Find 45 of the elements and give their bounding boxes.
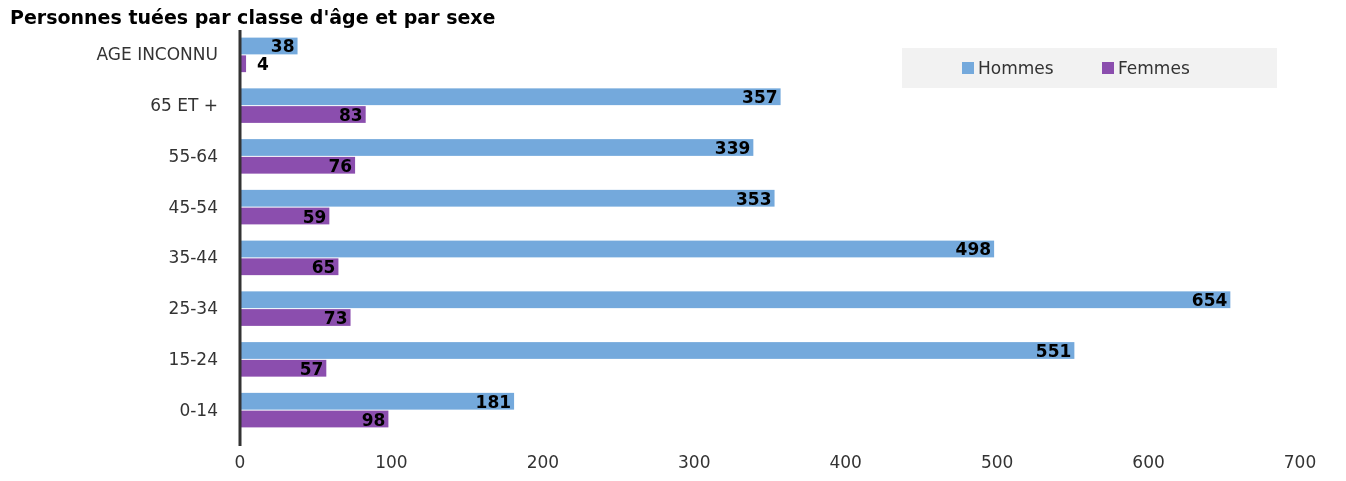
bar [240, 392, 515, 410]
data-label: 73 [323, 308, 348, 329]
legend-label: Hommes [978, 58, 1054, 78]
bar [240, 291, 1231, 309]
data-label: 339 [714, 137, 751, 158]
y-tick-label: 0-14 [179, 399, 218, 420]
data-label: 353 [736, 188, 772, 209]
y-tick-label: AGE INCONNU [96, 44, 218, 65]
y-tick-label: 15-24 [168, 348, 218, 369]
data-label: 551 [1035, 340, 1072, 361]
data-label: 357 [742, 87, 778, 108]
data-label: 65 [311, 257, 336, 278]
data-label: 57 [299, 358, 324, 379]
data-label: 59 [302, 206, 327, 227]
chart-title: Personnes tuées par classe d'âge et par sexe [10, 6, 496, 28]
bar [240, 106, 366, 123]
data-label: 4 [257, 54, 270, 75]
bar [240, 342, 1075, 359]
x-tick-label: 200 [526, 452, 560, 472]
y-tick-label: 65 ET + [150, 95, 218, 116]
data-label: 654 [1191, 290, 1228, 311]
bar [240, 309, 351, 326]
y-tick-label: 25-34 [168, 298, 218, 319]
bar [240, 156, 356, 174]
data-label: 498 [955, 239, 992, 260]
data-label: 76 [328, 155, 353, 176]
x-tick-label: 700 [1283, 452, 1317, 472]
data-label: 98 [361, 409, 386, 430]
x-tick-label: 600 [1132, 452, 1165, 472]
y-tick-label: 45-54 [168, 196, 218, 217]
x-tick-label: 0 [234, 452, 246, 472]
bar [240, 240, 995, 258]
x-tick-label: 500 [980, 452, 1014, 472]
data-label: 38 [270, 36, 295, 57]
bar [240, 88, 781, 106]
y-tick-label: 35-44 [168, 247, 218, 268]
bar [240, 189, 775, 207]
bar [240, 139, 754, 156]
y-tick-label: 55-64 [168, 145, 218, 166]
data-label: 83 [339, 105, 363, 126]
x-tick-label: 100 [375, 452, 408, 472]
x-tick-label: 400 [829, 452, 862, 472]
legend-label: Femmes [1118, 58, 1190, 78]
x-tick-label: 300 [678, 452, 711, 472]
data-label: 181 [475, 391, 512, 412]
